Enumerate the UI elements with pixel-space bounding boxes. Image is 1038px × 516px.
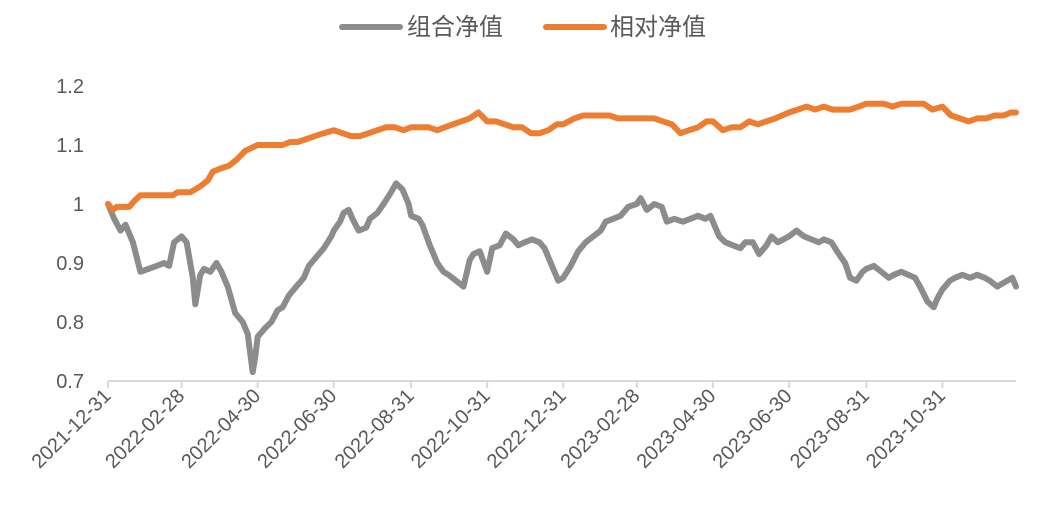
x-tick-label: 2022-10-31 — [407, 385, 495, 473]
x-tick-label: 2023-08-31 — [786, 385, 874, 473]
x-tick-label: 2022-02-28 — [101, 385, 189, 473]
series-line-relative — [105, 100, 1019, 213]
x-tick-label: 2022-06-30 — [253, 385, 341, 473]
x-tick-label: 2023-04-30 — [633, 385, 721, 473]
y-tick-label: 0.7 — [56, 371, 84, 393]
y-axis-ticks: 0.7 0.8 0.9 1 1.1 1.2 — [56, 76, 84, 393]
x-axis: 2021-12-312022-02-282022-04-302022-06-30… — [28, 380, 1016, 473]
legend: 组合净值 相对净值 — [339, 14, 706, 41]
legend-label-relative: 相对净值 — [610, 14, 706, 41]
y-tick-label: 0.8 — [56, 312, 84, 334]
y-tick-label: 1.2 — [56, 76, 84, 98]
legend-item-relative: 相对净值 — [543, 14, 706, 41]
legend-item-portfolio: 组合净值 — [339, 14, 503, 41]
x-tick-label: 2023-06-30 — [709, 385, 797, 473]
x-tick-label: 2023-02-28 — [556, 385, 644, 473]
x-tick-label: 2023-10-31 — [862, 385, 950, 473]
series-line-portfolio — [105, 180, 1019, 376]
y-tick-label: 1 — [73, 194, 84, 216]
legend-label-portfolio: 组合净值 — [407, 14, 503, 41]
y-tick-label: 1.1 — [56, 135, 84, 157]
plot-lines — [105, 100, 1019, 376]
y-tick-label: 0.9 — [56, 253, 84, 275]
x-tick-label: 2022-08-31 — [331, 385, 419, 473]
x-tick-label: 2022-04-30 — [177, 385, 265, 473]
